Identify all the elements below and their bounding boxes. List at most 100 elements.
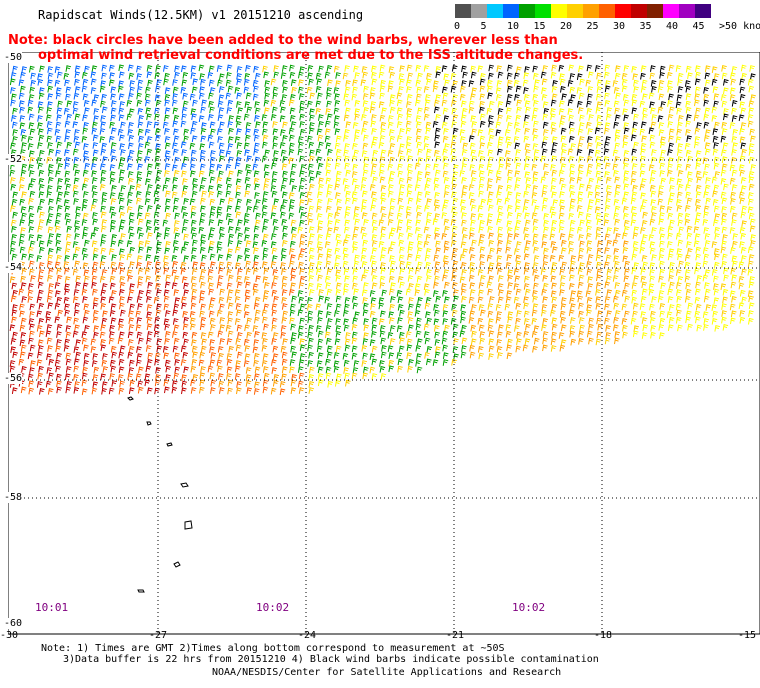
wind-barb [731, 255, 738, 263]
wind-barb [54, 359, 61, 367]
wind-barb [288, 99, 295, 107]
wind-barb [101, 93, 107, 101]
wind-barb [748, 212, 755, 220]
wind-barb [542, 274, 548, 282]
wind-barb [714, 324, 721, 332]
wind-barb [165, 310, 171, 317]
wind-barb [614, 331, 621, 338]
wind-barb [677, 143, 684, 150]
wind-barb [604, 99, 611, 107]
wind-barb [560, 135, 567, 143]
wind-barb [587, 205, 593, 213]
wind-barb [677, 191, 683, 199]
wind-barb [201, 254, 207, 262]
wind-barb [425, 247, 432, 255]
wind-barb [406, 113, 412, 121]
wind-barb [280, 254, 287, 262]
wind-barb [370, 87, 376, 94]
wind-barb [748, 295, 754, 303]
wind-barb [45, 330, 52, 338]
wind-barb [650, 65, 656, 72]
wind-barb [380, 121, 387, 129]
wind-barb [19, 198, 26, 206]
wind-barb [299, 248, 306, 255]
wind-barb [721, 212, 728, 220]
wind-barb [424, 171, 431, 179]
wind-barb [227, 379, 234, 387]
wind-barb [37, 351, 43, 359]
wind-barb [551, 93, 558, 101]
wind-barb [111, 100, 117, 107]
wind-barb [714, 226, 720, 234]
wind-barb [90, 71, 97, 79]
wind-barb [748, 317, 754, 325]
wind-barb [315, 85, 322, 93]
wind-barb [649, 247, 656, 255]
wind-barb [261, 332, 268, 339]
wind-barb [542, 317, 548, 325]
wind-barb [290, 337, 296, 345]
wind-barb [677, 239, 684, 247]
wind-barb [380, 206, 386, 213]
wind-barb [749, 218, 756, 226]
wind-barb [28, 212, 35, 220]
wind-barb [550, 268, 557, 276]
wind-barb [270, 113, 277, 121]
wind-barb [721, 226, 728, 234]
wind-barb [127, 274, 133, 282]
wind-barb [687, 323, 693, 331]
wind-barb [66, 100, 73, 108]
wind-barb [606, 289, 613, 296]
wind-barb [64, 135, 70, 143]
wind-barb [542, 184, 548, 192]
wind-barb [477, 213, 484, 220]
wind-barb [505, 296, 512, 304]
wind-barb [568, 309, 575, 317]
wind-barb [588, 337, 594, 345]
wind-barb [291, 332, 297, 339]
wind-barb [576, 176, 583, 184]
wind-barb [631, 93, 638, 101]
wind-barb [163, 379, 170, 387]
wind-barb [351, 323, 358, 331]
wind-barb [306, 86, 313, 94]
wind-barb [12, 129, 19, 136]
wind-barb [478, 239, 484, 247]
wind-barb [343, 367, 349, 374]
wind-barb [381, 289, 388, 297]
wind-barb [128, 134, 135, 142]
wind-barb [371, 345, 378, 353]
wind-barb [352, 246, 358, 254]
wind-barb [73, 198, 79, 205]
wind-barb [425, 163, 431, 171]
wind-barb [335, 303, 342, 311]
wind-barb [288, 212, 295, 220]
wind-barb [433, 254, 440, 262]
wind-barb [615, 92, 621, 100]
wind-barb [569, 274, 575, 282]
wind-barb [541, 241, 548, 248]
wind-barb [210, 261, 216, 269]
wind-barb [28, 113, 35, 121]
wind-barb [244, 276, 250, 283]
wind-barb [316, 198, 323, 206]
wind-barb [479, 176, 485, 184]
wind-barb [586, 304, 592, 311]
wind-barb [748, 183, 755, 191]
wind-barb [191, 339, 197, 346]
wind-barb [55, 149, 61, 157]
wind-barb [729, 94, 736, 101]
wind-barb [434, 106, 440, 114]
wind-barb [208, 113, 214, 121]
wind-barb [596, 268, 603, 276]
wind-barb [579, 78, 585, 86]
wind-barb [119, 331, 125, 339]
wind-barb [174, 297, 181, 304]
color-scale-swatch [519, 4, 535, 18]
wind-barb [136, 353, 143, 360]
wind-barb [723, 87, 729, 95]
wind-barb [144, 267, 151, 275]
wind-barb [110, 240, 117, 248]
wind-barb [469, 261, 475, 269]
wind-barb [433, 177, 440, 185]
